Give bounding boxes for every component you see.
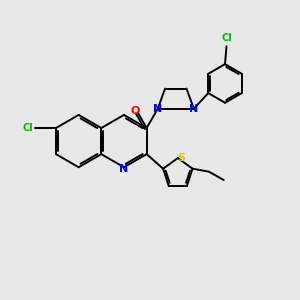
Text: Cl: Cl bbox=[23, 123, 34, 133]
Text: O: O bbox=[130, 106, 140, 116]
Text: N: N bbox=[153, 104, 162, 114]
Text: N: N bbox=[189, 104, 198, 114]
Text: N: N bbox=[119, 164, 129, 174]
Text: S: S bbox=[177, 153, 185, 163]
Text: Cl: Cl bbox=[221, 33, 232, 43]
